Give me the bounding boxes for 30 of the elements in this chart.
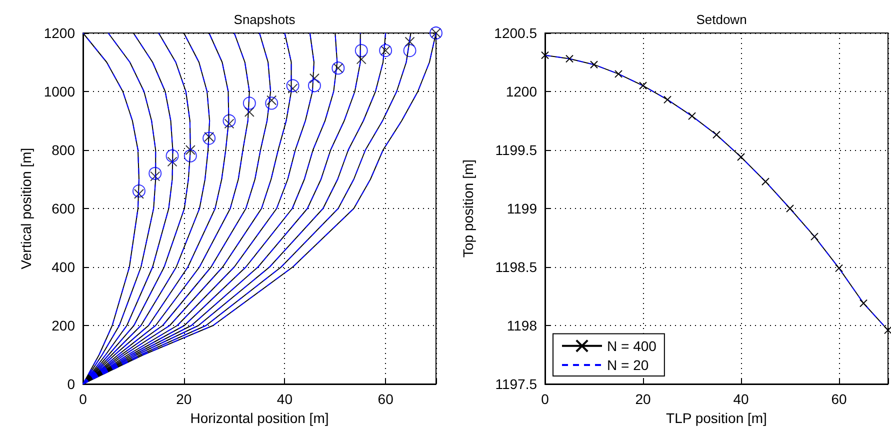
legend-label: N = 400 bbox=[607, 338, 657, 354]
y-tick-label: 800 bbox=[52, 142, 76, 158]
y-tick-label: 0 bbox=[67, 376, 76, 392]
y-tick-label: 1199 bbox=[506, 200, 538, 216]
y-tick-label: 400 bbox=[52, 259, 76, 275]
chart-title: Setdown bbox=[696, 12, 747, 27]
legend-label: N = 20 bbox=[607, 357, 649, 373]
chart-title: Snapshots bbox=[234, 12, 296, 27]
x-tick-label: 40 bbox=[733, 391, 749, 407]
y-tick-label: 1200.5 bbox=[494, 25, 538, 41]
y-axis-title: Top position [m] bbox=[460, 159, 476, 258]
y-tick-label: 1200 bbox=[506, 84, 538, 100]
y-axis-title: Vertical position [m] bbox=[18, 148, 34, 270]
x-tick-label: 60 bbox=[378, 391, 394, 407]
y-tick-label: 1198 bbox=[506, 318, 538, 334]
x-tick-label: 20 bbox=[635, 391, 651, 407]
x-tick-label: 0 bbox=[541, 391, 550, 407]
y-tick-label: 1198.5 bbox=[495, 259, 538, 275]
x-tick-label: 20 bbox=[176, 391, 192, 407]
x-tick-label: 0 bbox=[79, 391, 88, 407]
y-tick-label: 200 bbox=[52, 318, 76, 334]
x-tick-label: 40 bbox=[276, 391, 293, 407]
y-tick-label: 600 bbox=[52, 200, 76, 216]
y-tick-label: 1200 bbox=[44, 25, 76, 41]
y-tick-label: 1000 bbox=[44, 84, 76, 100]
x-axis-title: Horizontal position [m] bbox=[190, 410, 329, 426]
x-tick-label: 60 bbox=[831, 391, 847, 407]
y-tick-label: 1197.5 bbox=[495, 376, 538, 392]
x-axis-title: TLP position [m] bbox=[666, 410, 767, 426]
y-tick-label: 1199.5 bbox=[495, 142, 538, 158]
